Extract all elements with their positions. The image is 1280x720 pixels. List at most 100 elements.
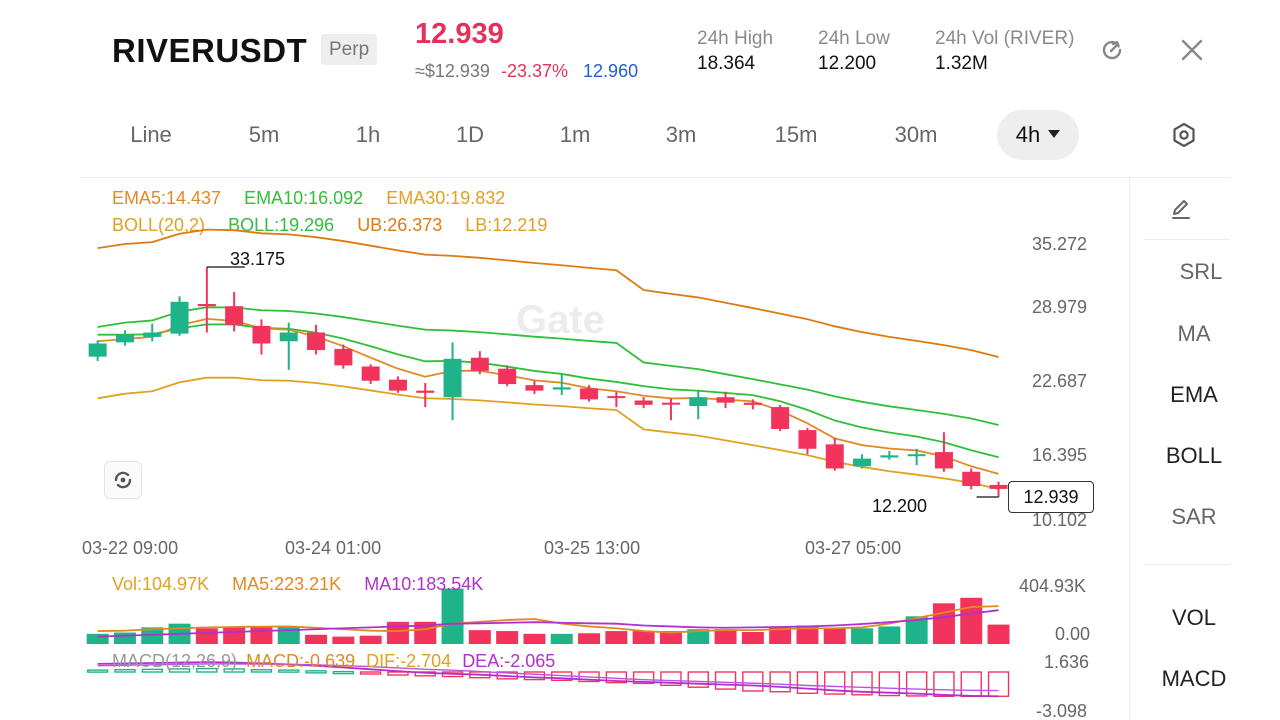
macd-histogram-bar: [278, 669, 300, 673]
date-label: 03-25 13:00: [544, 538, 641, 558]
candle: [307, 324, 326, 355]
reset-chart-button[interactable]: [104, 461, 142, 499]
tf-30m[interactable]: 30m: [894, 122, 938, 147]
candle: [716, 391, 735, 409]
candle-body: [989, 484, 1008, 489]
candle-body: [498, 368, 517, 385]
candle-body: [607, 396, 626, 399]
candle-body: [307, 332, 326, 351]
candle: [443, 342, 462, 421]
tf-line[interactable]: Line: [130, 122, 172, 147]
volume-bar: [796, 625, 819, 644]
volume-bar: [632, 631, 655, 644]
ema5-line: [97, 317, 999, 475]
candle-body: [825, 444, 844, 469]
tf-1d[interactable]: 1D: [455, 122, 485, 147]
tf-1m[interactable]: 1m: [559, 122, 591, 147]
macd-legend: MACD(12,26,9) MACD:-0.639 DIF:-2.704 DEA…: [112, 651, 573, 672]
perp-badge: Perp: [321, 34, 378, 65]
price-axis-label: 22.687: [1032, 371, 1088, 391]
candle-body: [880, 455, 899, 458]
candle: [853, 454, 872, 469]
candle-body: [580, 388, 599, 400]
candle: [634, 397, 653, 409]
volume-bar: [250, 626, 273, 644]
date-label: 03-27 05:00: [805, 538, 902, 558]
candle-body: [334, 348, 353, 366]
volume-bar: [113, 632, 136, 644]
date-label: 03-24 01:00: [285, 538, 382, 558]
last-price: 12.939: [415, 18, 504, 50]
indicator-vol[interactable]: VOL: [1171, 605, 1217, 630]
volume-bar: [932, 603, 955, 644]
vol-ma5-legend: MA5:223.21K: [232, 574, 342, 594]
macd-axis-top: 1.636: [1044, 652, 1090, 672]
candle: [470, 351, 489, 375]
candle: [880, 450, 899, 460]
tf-1h[interactable]: 1h: [355, 122, 381, 147]
candle-body: [197, 304, 216, 307]
volume-bar: [332, 636, 355, 644]
macd-histogram-bar: [223, 668, 245, 673]
tf-5m[interactable]: 5m: [248, 122, 280, 147]
macd-histogram-bar: [305, 670, 327, 674]
macd-histogram-bar: [742, 671, 764, 692]
candle: [225, 291, 244, 332]
macd-params-legend: MACD(12,26,9): [112, 651, 238, 671]
indicator-ema[interactable]: EMA: [1170, 382, 1218, 407]
candle: [252, 319, 271, 355]
ema30-legend: EMA30:19.832: [386, 188, 506, 208]
macd-dif-line: [97, 661, 999, 698]
macd-axis-bottom: -3.098: [1036, 701, 1088, 720]
divider: [1144, 239, 1230, 240]
price-subline: ≈$12.939 -23.37% 12.960: [415, 61, 638, 82]
candle-body: [907, 454, 926, 457]
volume-bar: [550, 633, 573, 644]
volume-bar: [741, 631, 764, 644]
macd-histogram-bar: [114, 669, 136, 673]
close-icon[interactable]: [1176, 34, 1208, 66]
candle: [170, 296, 189, 336]
candle-body: [798, 430, 817, 449]
macd-histogram-bar: [141, 668, 163, 673]
indicator-macd[interactable]: MACD: [1161, 666, 1227, 691]
volume-bar: [878, 626, 901, 644]
macd-dif-legend: DIF:-2.704: [366, 651, 452, 671]
candle: [498, 365, 517, 387]
candle-body: [962, 471, 981, 487]
boll-upper-line: [97, 228, 999, 358]
low-marker-label: 12.200: [872, 496, 928, 516]
stat-24h-high: 24h High 18.364: [697, 28, 774, 74]
indicator-boll[interactable]: BOLL: [1165, 443, 1223, 468]
candle: [743, 399, 762, 410]
macd-histogram-bar: [250, 669, 273, 673]
share-icon[interactable]: [1096, 34, 1128, 66]
ema10-line: [97, 323, 999, 459]
boll-ub-legend: UB:26.373: [357, 215, 443, 235]
indicator-ma[interactable]: MA: [1177, 321, 1211, 346]
candle-body: [388, 379, 407, 391]
volume-bar: [141, 627, 164, 644]
candlestick-chart[interactable]: Gate: [80, 178, 1130, 720]
tf-15m[interactable]: 15m: [774, 122, 818, 147]
tf-4h[interactable]: 4h: [997, 110, 1079, 160]
volume-bar: [305, 634, 328, 644]
boll-lower-line: [97, 376, 999, 490]
candle-body: [416, 390, 435, 393]
settings-hexagon-icon[interactable]: [1168, 119, 1200, 151]
candle-body: [853, 458, 872, 467]
pencil-icon[interactable]: [1167, 195, 1195, 223]
usd-price: ≈$12.939: [415, 61, 490, 81]
candle: [115, 330, 134, 346]
macd-histogram-bar: [878, 671, 901, 697]
volume-bar: [960, 597, 983, 644]
stat-24h-low: 24h Low 12.200: [818, 28, 890, 74]
volume-ma5-line: [97, 605, 999, 634]
macd-dea-legend: DEA:-2.065: [462, 651, 556, 671]
symbol-title[interactable]: RIVERUSDT: [112, 32, 308, 69]
indicator-srl[interactable]: SRL: [1179, 259, 1223, 284]
divider: [1129, 177, 1130, 720]
indicator-sar[interactable]: SAR: [1171, 504, 1217, 529]
volume-bar: [578, 633, 601, 644]
tf-3m[interactable]: 3m: [665, 122, 697, 147]
